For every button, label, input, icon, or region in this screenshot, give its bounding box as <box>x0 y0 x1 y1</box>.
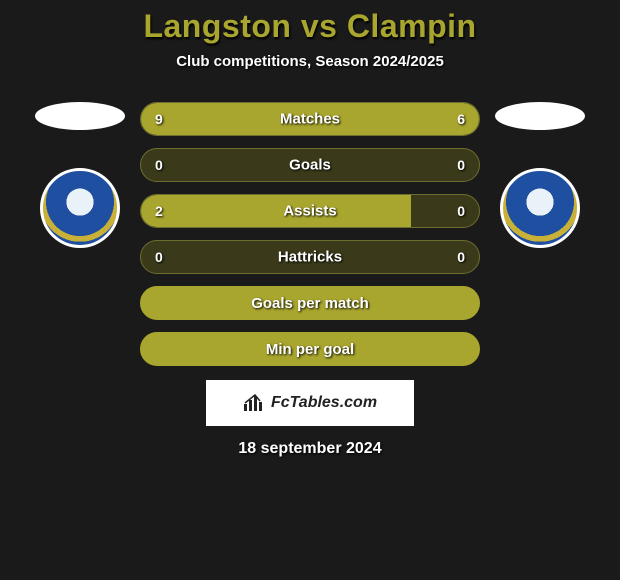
stats-bars: 96Matches 00Goals 20Assists 00Hattricks Goal… <box>140 102 480 366</box>
summary-bar-label: Goals per match <box>251 295 369 312</box>
page-title: Langston vs Clampin <box>0 8 620 45</box>
summary-bar-min-per-goal: Min per goal <box>140 332 480 366</box>
chart-icon <box>243 394 265 412</box>
stat-bar-goals: 00Goals <box>140 148 480 182</box>
attribution-text: FcTables.com <box>271 394 377 412</box>
stat-label: Goals <box>141 157 479 174</box>
summary-bar-goals-per-match: Goals per match <box>140 286 480 320</box>
player-right-placeholder <box>495 102 585 130</box>
comparison-row: 96Matches 00Goals 20Assists 00Hattricks Goal… <box>0 102 620 366</box>
stat-bar-matches: 96Matches <box>140 102 480 136</box>
player-left-placeholder <box>35 102 125 130</box>
summary-bar-label: Min per goal <box>266 341 354 358</box>
attribution-badge: FcTables.com <box>206 380 414 426</box>
subtitle: Club competitions, Season 2024/2025 <box>0 53 620 70</box>
player-right-column <box>490 102 590 248</box>
stat-bar-assists: 20Assists <box>140 194 480 228</box>
stat-label: Hattricks <box>141 249 479 266</box>
stat-bar-hattricks: 00Hattricks <box>140 240 480 274</box>
player-left-column <box>30 102 130 248</box>
club-badge-left <box>40 168 120 248</box>
club-badge-right <box>500 168 580 248</box>
stat-label: Assists <box>141 203 479 220</box>
stat-label: Matches <box>141 111 479 128</box>
date-text: 18 september 2024 <box>0 440 620 458</box>
